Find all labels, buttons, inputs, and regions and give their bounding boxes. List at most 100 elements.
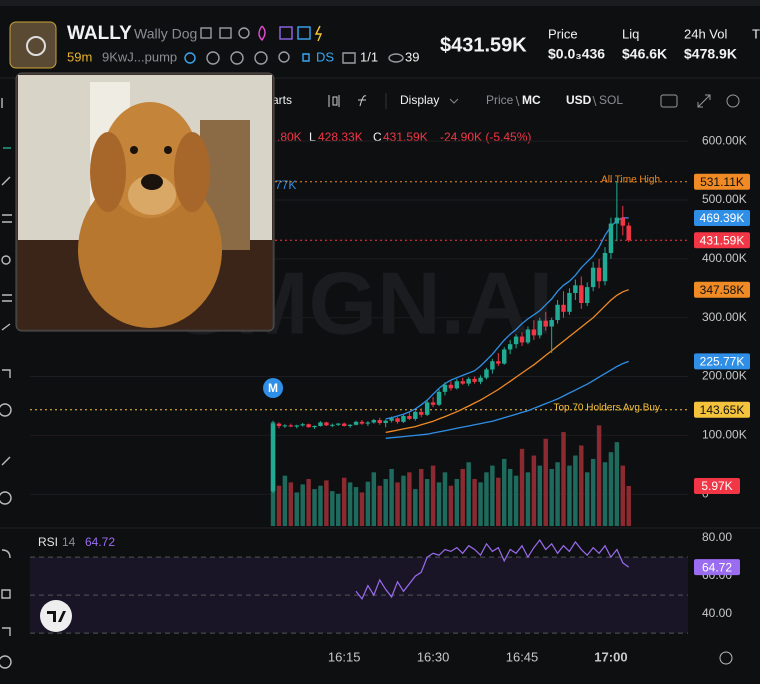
candle-body bbox=[365, 422, 371, 424]
settings-icon[interactable] bbox=[726, 94, 740, 108]
camera-icon[interactable] bbox=[660, 94, 678, 108]
volume-bar bbox=[288, 482, 294, 526]
volume-bar bbox=[525, 472, 531, 526]
candle-body bbox=[472, 378, 477, 382]
candle-body bbox=[324, 422, 329, 426]
mc-toggle[interactable]: MC bbox=[522, 93, 541, 107]
legend-low: 428.33K bbox=[318, 130, 363, 144]
candle-body bbox=[424, 402, 430, 415]
volume-bar bbox=[312, 489, 317, 526]
candle-body bbox=[484, 369, 489, 378]
candle-body bbox=[496, 361, 501, 364]
token-logo[interactable] bbox=[9, 21, 57, 69]
event-marker[interactable] bbox=[263, 378, 284, 398]
volume-bar bbox=[282, 475, 288, 526]
ratio: 1/1 bbox=[360, 49, 378, 64]
candle-body bbox=[490, 361, 495, 370]
candle-body bbox=[353, 421, 359, 425]
candle-icon[interactable] bbox=[328, 95, 340, 107]
price-badge-label: 143.65K bbox=[700, 403, 745, 417]
candle-body bbox=[614, 217, 620, 224]
y-tick-label: 500.00K bbox=[702, 192, 747, 206]
volume-bar bbox=[419, 468, 424, 526]
chevron bbox=[449, 98, 459, 104]
volume-bar bbox=[276, 485, 282, 526]
volume-bar bbox=[306, 479, 311, 526]
volume-bar bbox=[537, 465, 543, 526]
stat-label: T bbox=[752, 26, 760, 41]
candle-body bbox=[300, 424, 305, 426]
fullscreen-icon[interactable] bbox=[697, 94, 711, 108]
volume-bar bbox=[294, 492, 299, 526]
candle-body bbox=[377, 420, 382, 424]
volume-bar bbox=[620, 465, 626, 526]
volume-bar bbox=[436, 482, 442, 526]
rsi-period: 14 bbox=[62, 535, 76, 549]
candle-body bbox=[466, 378, 471, 384]
ds-link[interactable]: DS bbox=[316, 49, 334, 64]
slash bbox=[515, 95, 520, 107]
volume-bar bbox=[454, 479, 460, 526]
price-badge bbox=[694, 281, 750, 298]
legend-key: C bbox=[373, 130, 382, 144]
candle-body bbox=[371, 420, 377, 423]
volume-bar bbox=[407, 472, 412, 526]
volume-bar bbox=[490, 465, 495, 526]
legend-high: .80K bbox=[277, 130, 302, 144]
toolbar: arts Display Price MC USD SOL bbox=[272, 93, 740, 109]
usd-toggle[interactable]: USD bbox=[566, 93, 592, 107]
price-toggle[interactable]: Price bbox=[486, 93, 514, 107]
legend-partial: 77K bbox=[275, 178, 296, 192]
address-icons[interactable] bbox=[184, 51, 404, 65]
y-tick-label: 300.00K bbox=[702, 310, 747, 324]
price-badge-label: 469.39K bbox=[700, 211, 745, 225]
photo-dog-body bbox=[78, 172, 222, 328]
volume-bar bbox=[513, 475, 519, 526]
photo-dog-eye bbox=[164, 146, 172, 154]
volume-bar bbox=[424, 479, 430, 526]
volume-bar bbox=[590, 458, 596, 526]
volume-bar bbox=[347, 482, 353, 526]
display-button[interactable]: Display bbox=[400, 93, 439, 107]
volume-bar bbox=[377, 485, 382, 526]
tradingview-logo[interactable] bbox=[40, 600, 72, 632]
photo-dog-ear bbox=[90, 132, 126, 212]
photo-dog-eye bbox=[130, 146, 138, 154]
price-badge-label: 225.77K bbox=[700, 355, 745, 369]
price-badge bbox=[694, 353, 750, 370]
volume-bar bbox=[466, 462, 471, 526]
header-icons[interactable] bbox=[200, 25, 323, 42]
candle-body bbox=[590, 267, 596, 288]
candle-body bbox=[395, 418, 400, 422]
candle-body bbox=[543, 320, 548, 327]
y-tick-label: 100.00K bbox=[702, 428, 747, 442]
candle-body bbox=[585, 287, 590, 303]
candle-body bbox=[383, 420, 388, 424]
candle-body bbox=[276, 423, 282, 426]
volume-bar bbox=[330, 491, 335, 526]
volume-bar bbox=[401, 475, 406, 526]
video-overlay[interactable] bbox=[15, 72, 275, 332]
stat-label: Liq bbox=[622, 26, 639, 41]
marker-text: All Time High bbox=[601, 174, 660, 185]
axis-settings-icon[interactable] bbox=[719, 651, 733, 665]
sol-toggle[interactable]: SOL bbox=[599, 93, 623, 107]
marker-text: Top 70 Holders Avg Buy bbox=[553, 402, 660, 413]
address[interactable]: 9KwJ...pump bbox=[102, 49, 177, 64]
photo-dog-muzzle bbox=[128, 175, 176, 215]
candle-body bbox=[573, 285, 578, 293]
fx-icon[interactable] bbox=[358, 95, 367, 107]
volume-bar bbox=[579, 445, 584, 526]
candle-body bbox=[270, 423, 276, 492]
price-badge-label: 531.11K bbox=[700, 175, 744, 189]
volume-bar bbox=[484, 472, 489, 526]
sidebar[interactable] bbox=[0, 98, 12, 669]
price-badge bbox=[694, 173, 750, 190]
volume-bar bbox=[507, 468, 513, 526]
charts-button[interactable]: arts bbox=[272, 93, 292, 107]
price-badge bbox=[694, 210, 750, 227]
x-tick-label: 16:45 bbox=[506, 649, 539, 664]
plot: GMGN.AI0100.00K200.00K300.00K400.00K500.… bbox=[0, 133, 760, 664]
